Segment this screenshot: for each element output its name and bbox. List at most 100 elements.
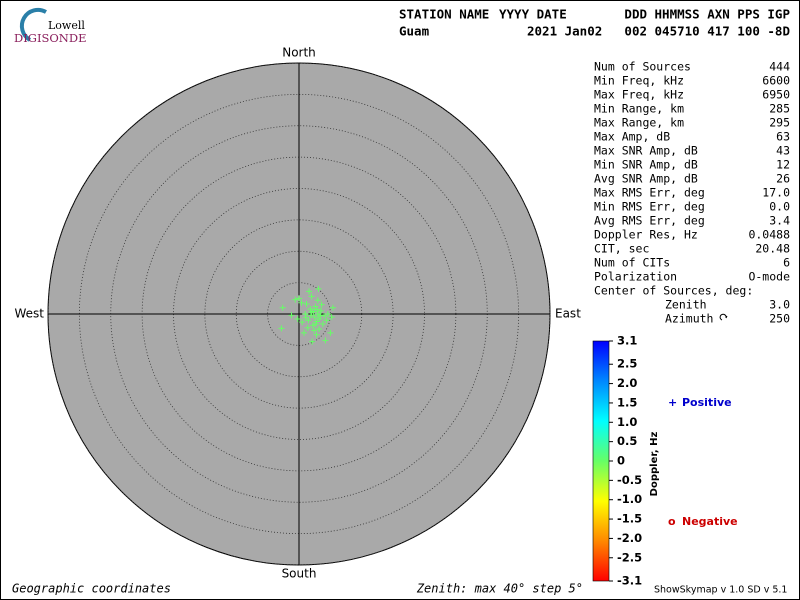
stat-value: 17.0 <box>762 186 790 200</box>
source-point <box>312 303 319 310</box>
stat-label: CIT, sec <box>594 242 649 256</box>
stat-value: 6 <box>783 256 790 270</box>
source-point <box>311 314 318 321</box>
colorbar-tick-label: 1.5 <box>617 395 637 409</box>
stat-label: Min Range, km <box>594 102 684 116</box>
stat-value: 20.48 <box>755 242 790 256</box>
footer-right: Zenith: max 40° step 5° <box>416 582 583 596</box>
colorbar-label: Doppler, Hz <box>649 432 660 497</box>
stat-value: 0.0 <box>769 200 790 214</box>
source-point <box>308 293 315 300</box>
colorbar-tick-label: -1.5 <box>617 512 642 526</box>
stat-value: 43 <box>776 144 790 158</box>
header-label: STATION NAME <box>399 7 489 22</box>
source-point <box>314 306 321 313</box>
source-point <box>305 317 312 324</box>
source-point <box>301 329 308 336</box>
legend-marker: o <box>668 515 676 528</box>
stat-label: Polarization <box>594 270 677 284</box>
direction-label: East <box>555 307 581 321</box>
source-point <box>292 296 299 303</box>
stat-value: 3.4 <box>769 214 790 228</box>
colorbar-tick-label: -1.0 <box>617 492 642 506</box>
version: ShowSkymap v 1.0 SD v 5.1 <box>654 585 787 596</box>
header-value: Guam <box>399 24 430 39</box>
source-point <box>288 312 295 319</box>
header-label: YYYY DATE <box>499 7 567 22</box>
source-point <box>316 326 323 333</box>
stat-label: Max Freq, kHz <box>594 88 684 102</box>
stat-value: 6600 <box>762 74 790 88</box>
stat-value: 295 <box>769 116 790 130</box>
source-point <box>313 331 320 338</box>
logo-line2: DIGISONDE <box>14 31 86 45</box>
stat-label: Avg SNR Amp, dB <box>594 172 698 186</box>
source-point <box>312 321 319 328</box>
source-point <box>319 321 326 328</box>
stat-label: Min RMS Err, deg <box>594 200 705 214</box>
colorbar-tick-label: 2.5 <box>617 357 637 371</box>
source-point <box>311 327 318 334</box>
logo-line1: Lowell <box>48 19 85 32</box>
logo-swoosh <box>19 7 47 42</box>
stat-value: 6950 <box>762 88 790 102</box>
colorbar-tick-label: 0 <box>617 454 625 468</box>
footer-left: Geographic coordinates <box>12 582 171 596</box>
source-point <box>310 308 317 315</box>
stat-label: Max SNR Amp, dB <box>594 144 698 158</box>
center-title: Center of Sources, deg: <box>594 284 753 298</box>
stat-value: 0.0488 <box>748 228 790 242</box>
source-point <box>323 317 330 324</box>
stat-value: O-mode <box>748 270 790 284</box>
stat-value: 12 <box>776 158 790 172</box>
stat-label: Max Amp, dB <box>594 130 670 144</box>
stat-value: 285 <box>769 102 790 116</box>
stat-value: 26 <box>776 172 790 186</box>
source-point <box>299 319 306 326</box>
direction-label: North <box>282 46 316 60</box>
source-point <box>313 318 320 325</box>
direction-label: South <box>282 567 317 581</box>
header-value: 2021 Jan02 <box>527 24 602 39</box>
stat-label: Min SNR Amp, dB <box>594 158 698 172</box>
source-point <box>294 316 301 323</box>
source-point <box>296 295 302 302</box>
colorbar-tick-label: 1.0 <box>617 415 637 429</box>
stat-label: Num of Sources <box>594 60 691 74</box>
legend-label: Positive <box>682 396 732 409</box>
center-label: Azimuth <box>665 312 713 326</box>
colorbar-tick-label: -2.0 <box>617 531 642 545</box>
source-point <box>307 305 314 312</box>
colorbar-tick-label: -2.5 <box>617 550 642 564</box>
colorbar-tick-label: -3.1 <box>617 574 642 588</box>
logo: Lowell DIGISONDE <box>14 7 86 45</box>
source-point <box>309 338 316 345</box>
azimuth-arrow <box>719 313 728 321</box>
source-point <box>321 312 328 319</box>
source-point <box>317 307 324 314</box>
stat-label: Max RMS Err, deg <box>594 186 705 200</box>
stat-label: Doppler Res, Hz <box>594 228 698 242</box>
stat-label: Avg RMS Err, deg <box>594 214 705 228</box>
header-value: 002 045710 417 100 -8D <box>624 24 790 39</box>
source-point <box>302 314 309 321</box>
stat-value: 63 <box>776 130 790 144</box>
source-point <box>302 311 309 317</box>
source-point <box>314 297 321 304</box>
header-label: DDD HHMMSS AXN PPS IGP <box>624 7 790 22</box>
source-point <box>315 285 322 292</box>
center-label: Zenith <box>665 298 707 312</box>
stat-label: Num of CITs <box>594 256 670 270</box>
colorbar-tick-label: -0.5 <box>617 473 642 487</box>
colorbar <box>592 340 610 582</box>
source-point <box>328 314 335 321</box>
source-point <box>309 322 316 329</box>
source-point <box>317 312 324 319</box>
legend-label: Negative <box>682 515 738 528</box>
stat-label: Max Range, km <box>594 116 684 130</box>
source-point <box>324 311 331 317</box>
source-point <box>306 288 313 295</box>
center-value: 3.0 <box>769 298 790 312</box>
source-point <box>307 312 314 319</box>
